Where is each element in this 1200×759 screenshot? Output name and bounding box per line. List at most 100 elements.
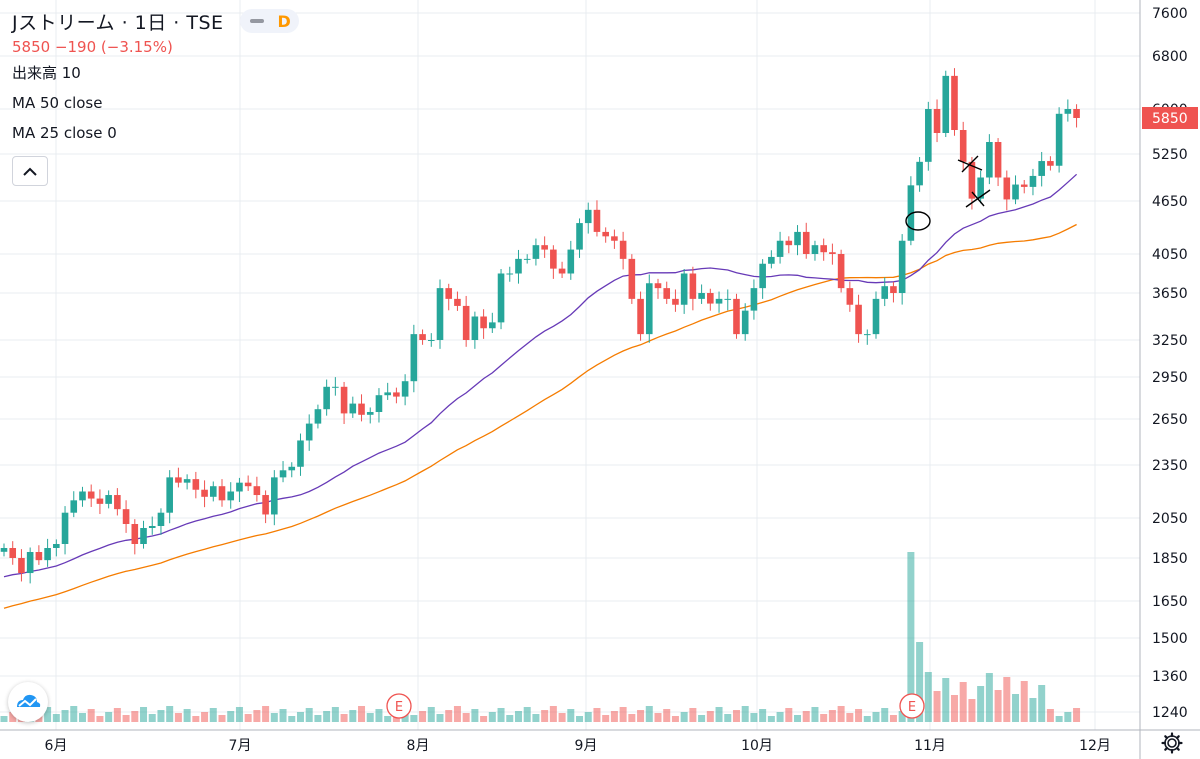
price-tick-label: 1650 [1152, 594, 1188, 610]
ma50-indicator-label[interactable]: MA 50 close [12, 94, 103, 112]
candle [1055, 107, 1063, 173]
volume-bar [445, 710, 453, 722]
candle [1047, 156, 1054, 171]
candle-body [96, 498, 104, 504]
collapse-legend-button[interactable] [12, 156, 48, 186]
candle-body [454, 298, 461, 306]
candle-body [314, 409, 322, 424]
volume-bar [1055, 716, 1063, 722]
volume-bar [750, 713, 758, 722]
volume-bar [654, 713, 662, 722]
candle-body [619, 240, 627, 259]
candle-body [148, 526, 156, 528]
candle-body [820, 245, 827, 253]
chart-legend: Jストリーム · 1日 · TSE D 5850 −190 (−3.15%) 出… [12, 6, 299, 148]
candle-body [9, 548, 17, 558]
candle [541, 236, 548, 258]
candle [1064, 99, 1072, 122]
candle [689, 266, 697, 311]
candle [1073, 104, 1080, 128]
earnings-marker[interactable]: E [386, 693, 412, 719]
candle [576, 218, 583, 258]
volume-bar [166, 706, 174, 722]
candle-body [724, 298, 732, 300]
candle-body [802, 231, 810, 254]
candle [925, 101, 932, 171]
volume-bar [767, 716, 775, 722]
volume-bar [174, 713, 182, 722]
candle-body [166, 477, 173, 513]
candle-body [393, 392, 400, 397]
volume-bar [1064, 712, 1072, 722]
candle [288, 462, 296, 478]
candle [175, 467, 182, 488]
month-tick-label: 9月 [575, 738, 598, 754]
candle [366, 407, 374, 424]
month-tick-label: 10月 [741, 738, 773, 754]
candle-body [672, 298, 679, 305]
minimize-icon[interactable] [249, 19, 264, 23]
volume-bar [680, 712, 688, 722]
volume-bar [480, 716, 488, 722]
candle-body [279, 470, 287, 478]
candle-body [951, 75, 958, 130]
candle-body [244, 482, 252, 487]
candle [358, 394, 365, 422]
price-tick-label: 7600 [1152, 6, 1188, 22]
price-tick-label: 5250 [1152, 147, 1188, 163]
candle-body [288, 466, 296, 471]
volume-bar [323, 711, 331, 722]
candle [637, 291, 644, 341]
last-price-tag-label: 5850 [1152, 111, 1188, 127]
volume-bar [541, 710, 549, 722]
candle [523, 254, 531, 264]
candle [872, 291, 880, 339]
candle [802, 222, 810, 259]
volume-bar [950, 695, 958, 722]
candle [393, 387, 400, 404]
interval-pill[interactable]: D [239, 9, 299, 33]
tradingview-logo[interactable] [8, 682, 48, 722]
candle-body [79, 491, 86, 501]
last-price-tag-bg [1142, 107, 1198, 129]
volume-bar [881, 708, 889, 722]
volume-bar [270, 713, 278, 722]
candle [462, 295, 470, 347]
candle-body [297, 440, 304, 467]
candle [471, 311, 479, 349]
volume-bar [488, 712, 496, 722]
candle [776, 231, 784, 264]
candle-body [340, 386, 348, 414]
candle-body [645, 283, 653, 335]
candle-body [942, 75, 950, 133]
price-tick-label: 1500 [1152, 631, 1188, 647]
candle [9, 541, 17, 565]
candle-body [715, 298, 723, 304]
candle [314, 404, 322, 429]
candle-body [916, 161, 923, 186]
candle-body [576, 223, 583, 250]
symbol-title[interactable]: Jストリーム · 1日 · TSE [12, 11, 224, 34]
candle-body [323, 386, 330, 410]
volume-bar [916, 642, 924, 722]
candle [35, 545, 43, 565]
volume-bar [262, 706, 270, 722]
volume-bar [244, 714, 252, 722]
volume-bar [305, 708, 313, 722]
candle [53, 539, 60, 557]
volume-bar [209, 708, 217, 722]
candle [61, 506, 69, 555]
candle [654, 278, 662, 299]
candle [916, 156, 923, 192]
ma25-indicator-label[interactable]: MA 25 close 0 [12, 124, 117, 142]
candle [262, 490, 269, 524]
candle-body [741, 310, 749, 335]
candle [837, 249, 845, 293]
candle [907, 176, 915, 246]
candle [881, 277, 889, 307]
settings-gear-icon[interactable] [1160, 731, 1184, 755]
earnings-marker[interactable]: E [899, 693, 925, 719]
volume-indicator-label[interactable]: 出来高 10 [12, 64, 81, 82]
volume-bar [1038, 685, 1046, 722]
